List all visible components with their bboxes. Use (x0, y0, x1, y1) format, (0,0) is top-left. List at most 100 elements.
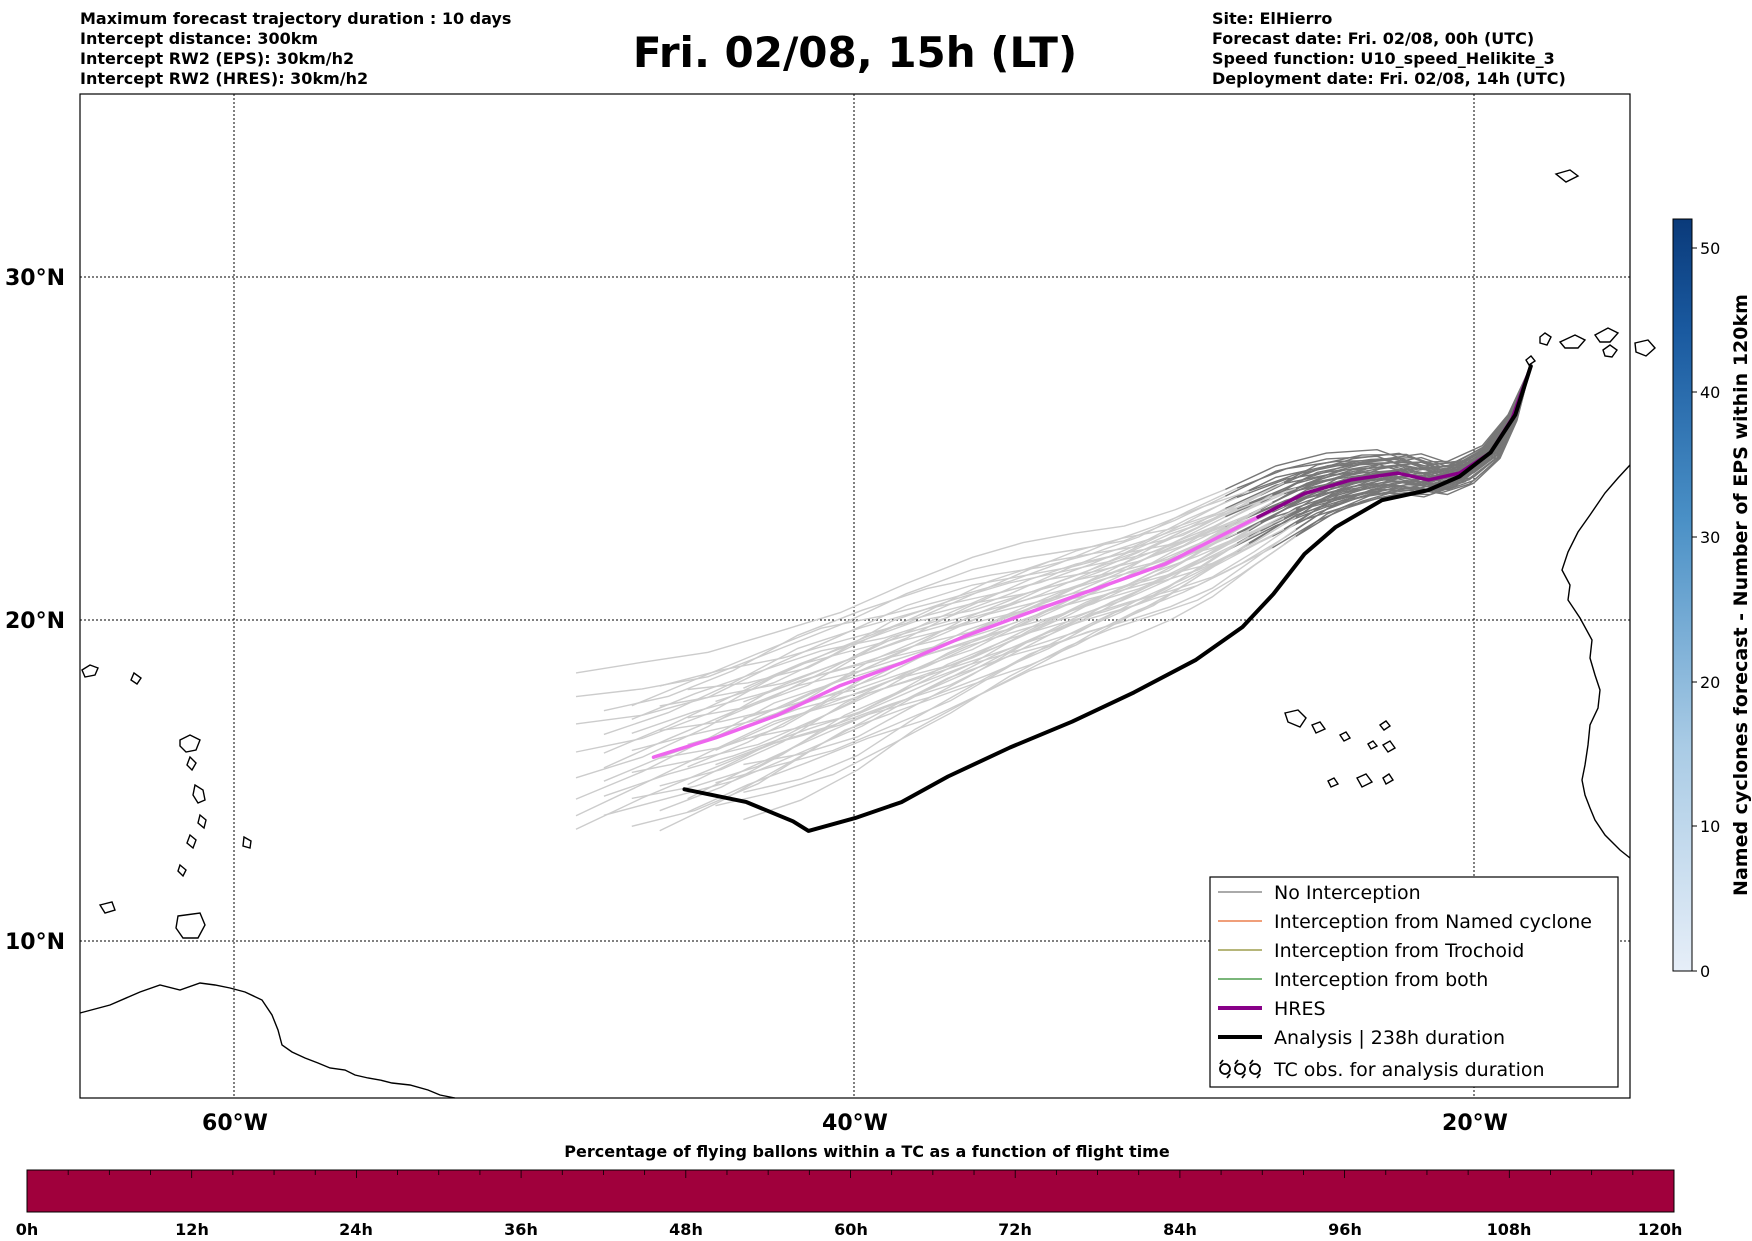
bottom-bar: Percentage of flying ballons within a TC… (16, 1142, 1683, 1239)
ensemble-member-line (575, 516, 1226, 779)
colorbar-right-bar (1672, 218, 1693, 972)
ensemble-member-line (603, 542, 1238, 797)
ensemble-member-line (603, 487, 1238, 712)
island-antilles (130, 671, 142, 685)
island-la-palma (1539, 332, 1552, 346)
island-cape-verde (1381, 740, 1397, 753)
colorbar-tick: 50 (1700, 239, 1720, 258)
header-left-line: Maximum forecast trajectory duration : 1… (80, 9, 511, 28)
ensemble-member-line (687, 493, 1273, 719)
island-tenerife (1558, 334, 1587, 349)
bottom-tick-label: 120h (1638, 1220, 1683, 1239)
ensemble-member-line (715, 528, 1285, 766)
lon-label-20w: 20°W (1442, 1111, 1508, 1136)
legend-label: HRES (1274, 998, 1326, 1020)
island-st-vincent (186, 833, 197, 850)
ensemble-member-line (743, 516, 1297, 740)
ensemble-member-line (687, 511, 1273, 768)
ensemble-member-line (743, 499, 1297, 703)
colorbar-tick: 10 (1700, 817, 1720, 836)
legend: No Interception Interception from Named … (1209, 876, 1619, 1088)
colorbar-tick: 30 (1700, 528, 1720, 547)
ensemble-member-line (715, 544, 1285, 807)
island-antilles (81, 664, 99, 678)
ensemble-member-line (687, 523, 1273, 786)
coastline-africa (1561, 464, 1631, 859)
ensemble-member-line (743, 528, 1297, 793)
ensemble-member-line (631, 530, 1250, 774)
ensemble-member-line (715, 482, 1285, 703)
lon-label-40w: 40°W (822, 1111, 888, 1136)
ensemble-member-line (715, 493, 1285, 723)
lat-label-30n: 30°N (5, 266, 65, 291)
bottom-tick-label: 72h (998, 1220, 1032, 1239)
island-el-hierro (1525, 355, 1537, 366)
header-right-line: Speed function: U10_speed_Helikite_3 (1212, 49, 1555, 68)
bottom-tick-label: 60h (834, 1220, 868, 1239)
bottom-tick-label: 0h (16, 1220, 39, 1239)
bottom-bar-tick-labels: 0h 12h 24h 36h 48h 60h 72h 84h 96h 108h … (16, 1220, 1683, 1239)
island-barbados (242, 835, 252, 849)
ensemble-member-line (743, 487, 1297, 689)
island-guadeloupe (179, 734, 201, 753)
legend-item: Interception from both (1218, 969, 1488, 991)
legend-item: Interception from Named cyclone (1218, 911, 1592, 933)
legend-item: HRES (1218, 998, 1326, 1020)
island-curacao (98, 901, 116, 914)
colorbar-right-label: Named cyclones forecast - Number of EPS … (1730, 294, 1752, 896)
bottom-tick-label: 24h (339, 1220, 373, 1239)
bottom-tick-label: 48h (669, 1220, 703, 1239)
legend-item: TC obs. for analysis duration (1219, 1059, 1545, 1081)
legend-label: TC obs. for analysis duration (1273, 1059, 1545, 1081)
header-left-line: Intercept distance: 300km (80, 29, 318, 48)
island-cape-verde (1382, 773, 1394, 785)
bottom-tick-label: 96h (1328, 1220, 1362, 1239)
ensemble-member-line (575, 501, 1226, 725)
ensemble-member-line (631, 490, 1250, 707)
legend-label: Analysis | 238h duration (1274, 1027, 1505, 1049)
header-left-info: Maximum forecast trajectory duration : 1… (80, 9, 511, 88)
island-gomera (1602, 344, 1618, 358)
header-right-line: Deployment date: Fri. 02/08, 14h (UTC) (1212, 69, 1566, 88)
colorbar-tick: 20 (1700, 673, 1720, 692)
colorbar-right: 0 10 20 30 40 50 Named cyclones forecast… (1672, 218, 1752, 981)
ensemble-member-line (743, 522, 1297, 766)
ensemble-member-line (603, 550, 1238, 816)
coastlines (79, 169, 1656, 1099)
ensemble-member-line (743, 535, 1297, 821)
ensemble-member-line (715, 517, 1285, 751)
ensemble-member-line (715, 505, 1285, 738)
legend-label: Interception from both (1274, 969, 1488, 991)
bottom-tick-label: 84h (1163, 1220, 1197, 1239)
island-cape-verde (1367, 740, 1379, 750)
island-cape-verde (1338, 731, 1352, 742)
header-right-line: Site: ElHierro (1212, 9, 1332, 28)
ensemble-member-line (575, 507, 1226, 753)
colorbar-tick: 40 (1700, 383, 1720, 402)
bottom-tick-label: 12h (175, 1220, 209, 1239)
island-martinique (192, 783, 206, 804)
hres-trajectory-early (651, 515, 1260, 759)
bottom-tick-label: 36h (504, 1220, 538, 1239)
legend-label: Interception from Trochoid (1274, 940, 1524, 962)
lon-label-60w: 60°W (202, 1111, 268, 1136)
ensemble-member-line (631, 502, 1250, 720)
header-right-line: Forecast date: Fri. 02/08, 00h (UTC) (1212, 29, 1534, 48)
coastline-south-america (79, 982, 456, 1099)
bottom-tick-label: 108h (1487, 1220, 1532, 1239)
island-dominica (186, 755, 197, 772)
bottom-bar-title: Percentage of flying ballons within a TC… (564, 1142, 1170, 1161)
figure-title: Fri. 02/08, 15h (LT) (633, 28, 1077, 77)
lat-label-20n: 20°N (5, 609, 65, 634)
ensemble-member-line (659, 541, 1261, 832)
legend-item: Analysis | 238h duration (1218, 1027, 1505, 1049)
ensemble-member-line (1225, 365, 1532, 491)
header-right-info: Site: ElHierro Forecast date: Fri. 02/08… (1212, 9, 1566, 88)
ensemble-member-line (1236, 365, 1532, 489)
legend-label: Interception from Named cyclone (1274, 911, 1592, 933)
colorbar-tick: 0 (1700, 962, 1710, 981)
legend-item: No Interception (1218, 882, 1421, 904)
tc-symbol-icon (1219, 1059, 1261, 1079)
ensemble-member-line (743, 508, 1297, 719)
